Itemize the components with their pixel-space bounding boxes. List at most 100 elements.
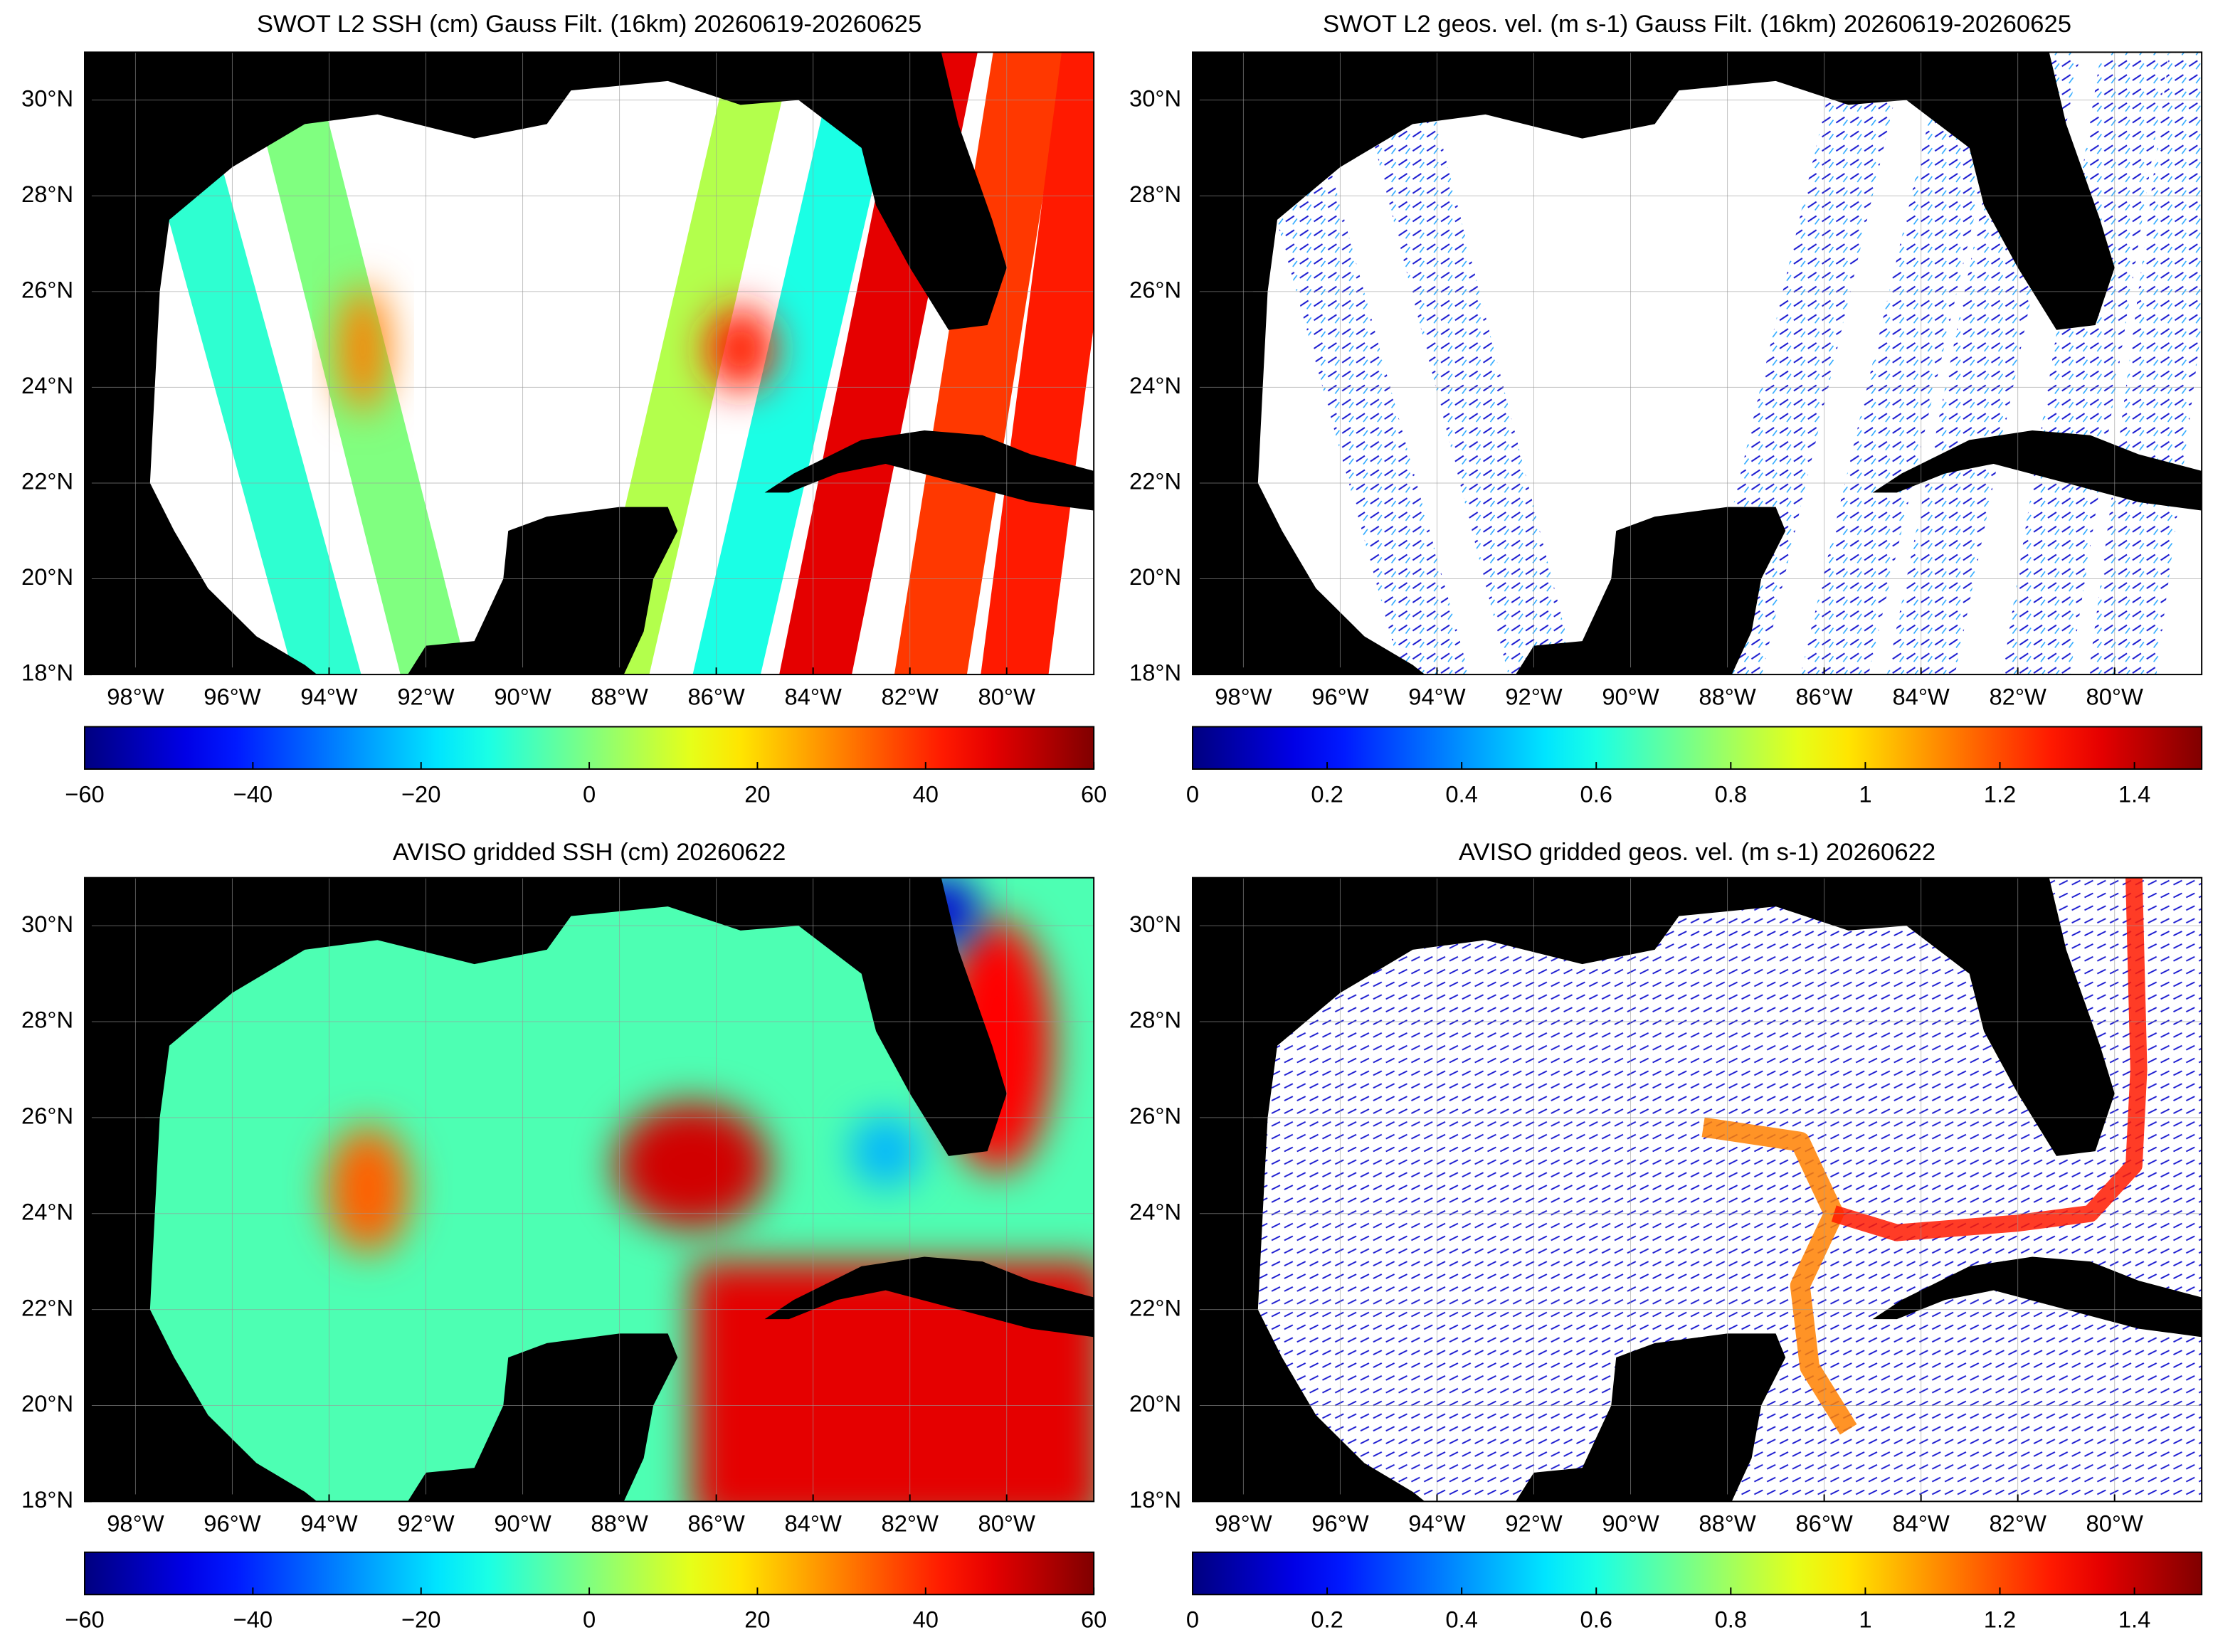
x-tick-label: 82°W xyxy=(882,683,939,709)
land xyxy=(764,1256,1094,1338)
blob xyxy=(337,285,389,413)
x-tick-label: 88°W xyxy=(1699,683,1755,709)
swath xyxy=(981,52,1094,675)
land xyxy=(1872,1256,2202,1338)
map-panel: SWOT L2 SSH (cm) Gauss Filt. (16km) 2026… xyxy=(21,11,1106,807)
x-tick-label: 88°W xyxy=(591,1510,648,1537)
map-area xyxy=(1192,877,2202,1502)
swath xyxy=(2002,52,2169,675)
x-tick-label: 90°W xyxy=(494,1510,551,1537)
y-tick-label: 22°N xyxy=(1129,1294,1181,1320)
frame xyxy=(84,877,1095,1503)
frame xyxy=(1191,877,2203,1503)
y-tick-label: 28°N xyxy=(1129,181,1181,207)
colorbar-tick-label: 1.4 xyxy=(2118,780,2150,807)
y-tick-label: 26°N xyxy=(21,1103,73,1129)
blob xyxy=(325,1126,411,1254)
frame xyxy=(84,51,1095,676)
colorbar-tick-label: −60 xyxy=(65,1606,105,1633)
current xyxy=(1701,1117,1857,1435)
swath xyxy=(894,52,1066,675)
x-tick-label: 96°W xyxy=(1311,683,1368,709)
colorbar-tick-label: 0.6 xyxy=(1580,780,1612,807)
colorbar-tick-label: −20 xyxy=(401,780,441,807)
colorbar-tick-label: 20 xyxy=(744,1606,770,1633)
land-west-strip xyxy=(85,877,146,1142)
x-tick-label: 88°W xyxy=(591,683,648,709)
map-panel: SWOT L2 geos. vel. (m s-1) Gauss Filt. (… xyxy=(1129,11,2203,807)
colorbar-tick-label: 0.6 xyxy=(1580,1606,1612,1633)
y-tick-label: 28°N xyxy=(21,181,73,207)
swath xyxy=(1351,52,1577,675)
colorbar-tick-label: 1 xyxy=(1859,780,1871,807)
map-area xyxy=(85,52,1094,675)
x-tick-label: 86°W xyxy=(1795,1510,1852,1537)
blob xyxy=(850,1116,921,1187)
y-tick-label: 28°N xyxy=(1129,1007,1181,1033)
x-tick-label: 92°W xyxy=(1505,683,1562,709)
x-tick-label: 96°W xyxy=(204,683,260,709)
colorbar-tick-label: 0.8 xyxy=(1715,1606,1747,1633)
x-tick-label: 86°W xyxy=(687,1510,744,1537)
y-tick-label: 20°N xyxy=(21,1390,73,1417)
map-area xyxy=(1192,52,2202,675)
y-tick-label: 18°N xyxy=(21,660,73,686)
x-tick-label: 92°W xyxy=(397,1510,454,1537)
swath xyxy=(1800,52,2012,675)
x-tick-label: 94°W xyxy=(300,1510,357,1537)
x-tick-label: 98°W xyxy=(107,1510,164,1537)
y-tick-label: 20°N xyxy=(1129,563,1181,590)
x-tick-label: 94°W xyxy=(1408,1510,1465,1537)
colorbar-tick-label: 0.2 xyxy=(1311,1606,1343,1633)
y-tick-label: 30°N xyxy=(21,911,73,937)
x-tick-label: 94°W xyxy=(1408,683,1465,709)
land xyxy=(1515,1333,1786,1502)
y-tick-label: 30°N xyxy=(1129,85,1181,111)
y-tick-label: 20°N xyxy=(1129,1390,1181,1417)
x-tick-label: 80°W xyxy=(978,683,1035,709)
colorbar-tick-label: 1.4 xyxy=(2118,1606,2150,1633)
colorbar-tick-label: 0.2 xyxy=(1311,780,1343,807)
y-tick-label: 22°N xyxy=(21,468,73,494)
y-tick-label: 22°N xyxy=(1129,468,1181,494)
panel-title: SWOT L2 SSH (cm) Gauss Filt. (16km) 2026… xyxy=(257,11,921,38)
swath xyxy=(692,52,904,675)
colorbar-tick-label: −20 xyxy=(401,1606,441,1633)
y-tick-label: 18°N xyxy=(21,1486,73,1513)
colorbar xyxy=(1191,1551,2203,1596)
colorbar-tick-label: 0 xyxy=(1186,1606,1199,1633)
land xyxy=(408,507,678,675)
x-tick-label: 98°W xyxy=(1215,683,1272,709)
panel-title: SWOT L2 geos. vel. (m s-1) Gauss Filt. (… xyxy=(1323,11,2071,38)
colorbar-tick-label: −40 xyxy=(233,780,273,807)
colorbar-tick-label: 0 xyxy=(583,1606,596,1633)
colorbar-tick-label: 60 xyxy=(1081,1606,1106,1633)
x-tick-label: 80°W xyxy=(2086,1510,2143,1537)
land xyxy=(1872,430,2202,511)
colorbar xyxy=(1191,726,2203,770)
y-tick-label: 30°N xyxy=(21,85,73,111)
x-tick-label: 84°W xyxy=(784,683,841,709)
y-tick-label: 30°N xyxy=(1129,911,1181,937)
land xyxy=(85,877,1007,1156)
y-tick-label: 18°N xyxy=(1129,1486,1181,1513)
map-panel: AVISO gridded geos. vel. (m s-1) 2026062… xyxy=(1129,839,2203,1633)
colorbar-tick-label: 0 xyxy=(583,780,596,807)
x-tick-label: 98°W xyxy=(107,683,164,709)
x-tick-label: 86°W xyxy=(687,683,744,709)
y-tick-label: 22°N xyxy=(21,1294,73,1320)
x-tick-label: 90°W xyxy=(1602,1510,1659,1537)
x-tick-label: 80°W xyxy=(2086,683,2143,709)
x-tick-label: 96°W xyxy=(204,1510,260,1537)
colorbar-tick-label: 40 xyxy=(913,1606,939,1633)
land xyxy=(1515,507,1786,675)
land-west-strip xyxy=(85,52,146,316)
land xyxy=(764,430,1094,511)
x-tick-label: 82°W xyxy=(882,1510,939,1537)
x-tick-label: 92°W xyxy=(397,683,454,709)
y-tick-label: 26°N xyxy=(1129,1103,1181,1129)
x-tick-label: 88°W xyxy=(1699,1510,1755,1537)
colorbar-tick-label: 0.4 xyxy=(1445,1606,1477,1633)
